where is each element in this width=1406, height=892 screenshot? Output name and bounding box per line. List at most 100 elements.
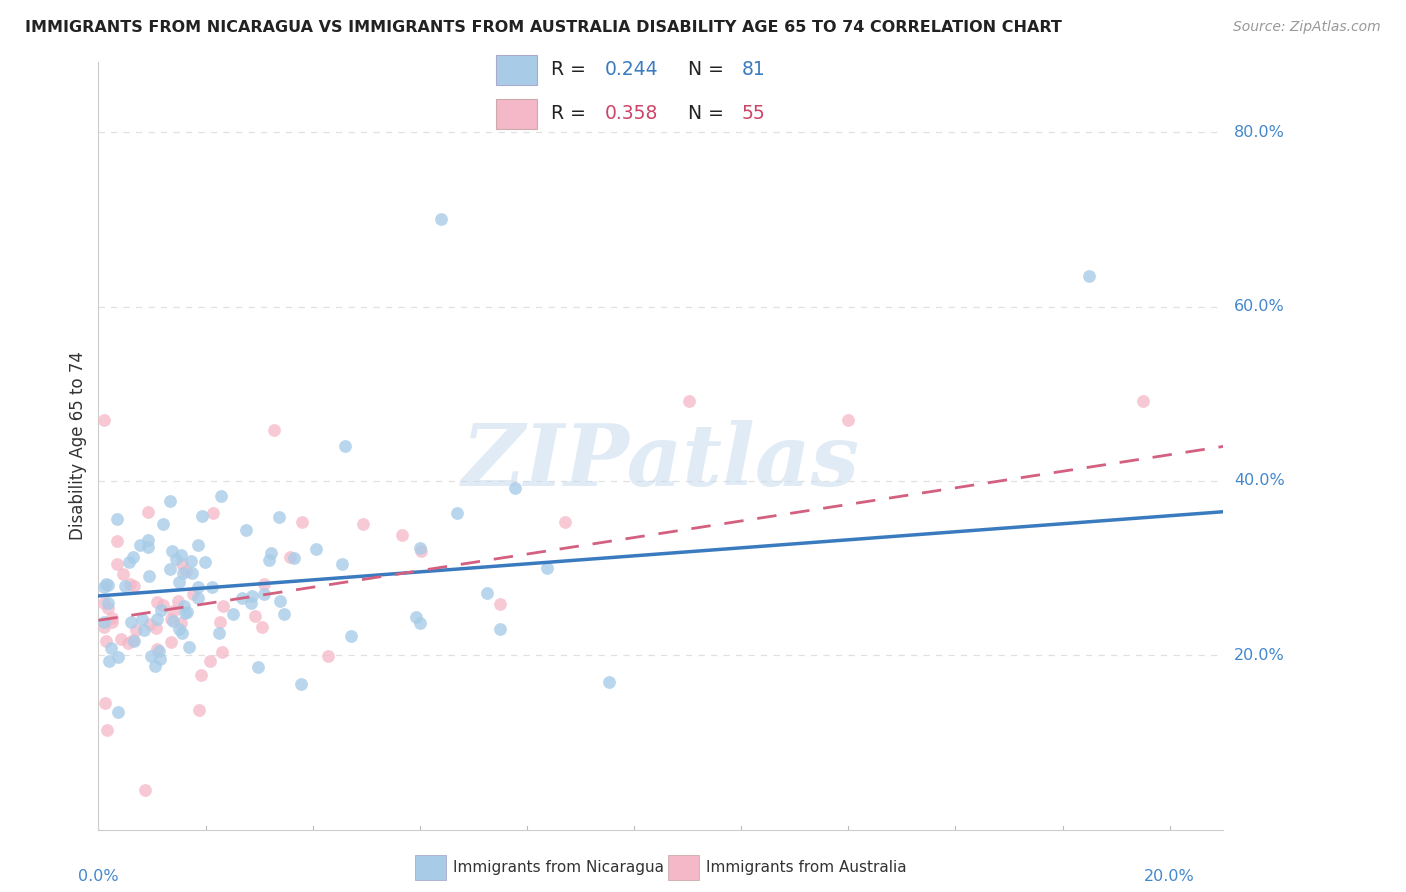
Point [405,610,427,624]
Point [162,604,184,618]
Text: 0.244: 0.244 [605,61,659,79]
Point [259,546,281,560]
Point [211,645,233,659]
Point [174,564,197,578]
Point [269,594,291,608]
Point [316,649,339,664]
Text: ZIPatlas: ZIPatlas [461,419,860,503]
Point [209,489,232,503]
Point [97,578,120,592]
Point [124,579,146,593]
Point [93,580,115,594]
Point [186,591,208,606]
Point [1132,394,1154,409]
Text: N =: N = [688,104,730,123]
Point [190,668,212,682]
Point [136,533,159,547]
Point [263,423,285,437]
Point [198,654,221,668]
Point [173,599,195,614]
Point [180,566,202,581]
Point [117,636,139,650]
Point [409,541,432,555]
Point [170,626,193,640]
Point [149,603,172,617]
Point [290,677,312,691]
Point [231,591,253,606]
Point [162,615,184,629]
Point [145,621,167,635]
Point [278,549,301,564]
Point [145,641,167,656]
Point [172,558,194,572]
Point [208,615,231,629]
Point [305,541,328,556]
Point [139,648,162,663]
Point [98,654,121,668]
Point [149,651,172,665]
Point [94,634,117,648]
Point [122,633,145,648]
Point [252,619,274,633]
Point [170,548,193,562]
Point [138,568,160,582]
Point [235,523,257,537]
Point [340,629,363,643]
Point [100,615,122,629]
Point [475,586,498,600]
Point [257,553,280,567]
Point [96,596,118,610]
FancyBboxPatch shape [496,99,537,129]
Point [246,660,269,674]
Point [194,555,217,569]
Point [159,493,181,508]
Point [243,608,266,623]
Point [93,413,115,427]
Point [253,587,276,601]
Point [167,574,190,589]
Point [333,439,356,453]
Point [120,577,142,591]
Point [291,515,314,529]
Point [201,580,224,594]
Point [177,640,200,654]
Point [191,508,214,523]
Point [165,552,187,566]
Point [96,723,118,737]
Point [188,703,211,717]
Point [159,562,181,576]
Text: IMMIGRANTS FROM NICARAGUA VS IMMIGRANTS FROM AUSTRALIA DISABILITY AGE 65 TO 74 C: IMMIGRANTS FROM NICARAGUA VS IMMIGRANTS … [25,20,1062,35]
Point [129,538,152,552]
Point [488,598,510,612]
Point [160,612,183,626]
Text: 55: 55 [741,104,765,123]
Point [93,620,115,634]
Point [409,544,432,558]
Point [240,589,263,603]
Point [239,596,262,610]
Text: 60.0%: 60.0% [1234,299,1285,314]
Text: 20.0%: 20.0% [1234,648,1285,663]
Point [93,615,115,630]
Text: R =: R = [551,104,592,123]
Point [283,550,305,565]
Point [430,212,453,227]
Point [167,622,190,636]
Point [503,481,526,495]
Point [172,566,194,580]
Point [174,606,197,620]
Text: R =: R = [551,61,592,79]
Point [152,516,174,531]
Point [111,566,134,581]
Point [152,598,174,612]
Point [131,612,153,626]
Text: N =: N = [688,61,730,79]
Text: 81: 81 [741,61,765,79]
Point [107,650,129,665]
Point [148,644,170,658]
Text: Immigrants from Australia: Immigrants from Australia [706,860,907,874]
Point [391,527,413,541]
Point [536,561,558,575]
Point [136,540,159,554]
Point [489,622,512,636]
